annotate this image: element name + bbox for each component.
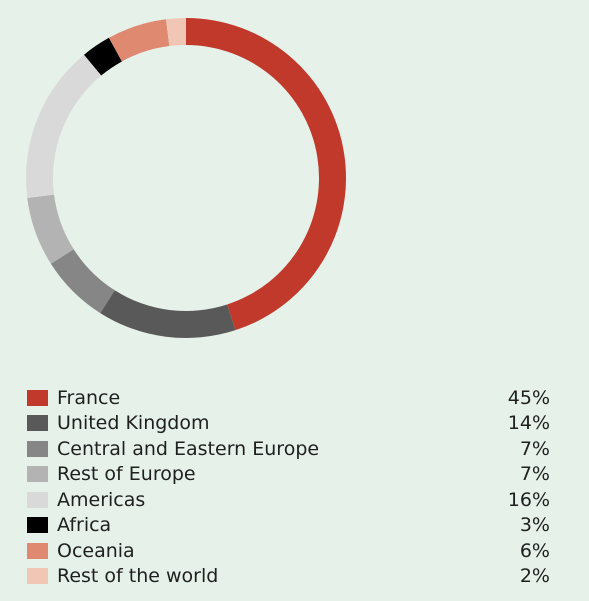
legend-swatch-rest-of-europe	[27, 466, 48, 483]
legend-item-africa: Africa 3%	[27, 513, 552, 539]
legend-value-rest-of-world: 2%	[519, 565, 550, 588]
legend-item-rest-of-world: Rest of the world 2%	[27, 564, 552, 590]
legend-swatch-rest-of-world	[27, 568, 48, 585]
legend-item-united-kingdom: United Kingdom 14%	[27, 411, 552, 437]
legend-swatch-united-kingdom	[27, 415, 48, 432]
legend-item-oceania: Oceania 6%	[27, 538, 552, 564]
legend-swatch-central-eastern-europe	[27, 440, 48, 457]
donut-slice-africa	[84, 37, 122, 76]
legend: France 45% United Kingdom 14% Central an…	[27, 385, 552, 589]
donut-slice-united-kingdom	[100, 290, 236, 338]
legend-value-americas: 16%	[507, 488, 550, 511]
donut-slice-americas	[26, 54, 102, 199]
legend-label-rest-of-world: Rest of the world	[57, 565, 219, 588]
legend-label-oceania: Oceania	[57, 539, 135, 562]
legend-value-rest-of-europe: 7%	[519, 463, 550, 486]
legend-label-africa: Africa	[57, 514, 112, 537]
legend-value-africa: 3%	[519, 514, 550, 537]
donut-chart	[26, 18, 346, 338]
legend-swatch-africa	[27, 517, 48, 534]
legend-swatch-oceania	[27, 542, 48, 559]
legend-value-france: 45%	[507, 386, 550, 409]
legend-item-americas: Americas 16%	[27, 487, 552, 513]
legend-label-rest-of-europe: Rest of Europe	[57, 463, 196, 486]
donut-slice-france	[186, 18, 346, 331]
legend-label-americas: Americas	[57, 488, 146, 511]
legend-value-united-kingdom: 14%	[507, 412, 550, 435]
legend-item-rest-of-europe: Rest of Europe 7%	[27, 462, 552, 488]
donut-slice-rest-of-europe	[27, 194, 74, 264]
legend-value-oceania: 6%	[519, 539, 550, 562]
legend-swatch-france	[27, 389, 48, 406]
legend-label-united-kingdom: United Kingdom	[57, 412, 210, 435]
legend-value-central-eastern-europe: 7%	[519, 437, 550, 460]
donut-slice-central-eastern-europe	[50, 249, 115, 314]
legend-label-central-eastern-europe: Central and Eastern Europe	[57, 437, 320, 460]
donut-slice-rest-of-world	[165, 18, 186, 47]
legend-label-france: France	[57, 386, 121, 409]
legend-item-france: France 45%	[27, 385, 552, 411]
legend-item-central-eastern-europe: Central and Eastern Europe 7%	[27, 436, 552, 462]
donut-slice-oceania	[108, 19, 170, 62]
legend-swatch-americas	[27, 491, 48, 508]
